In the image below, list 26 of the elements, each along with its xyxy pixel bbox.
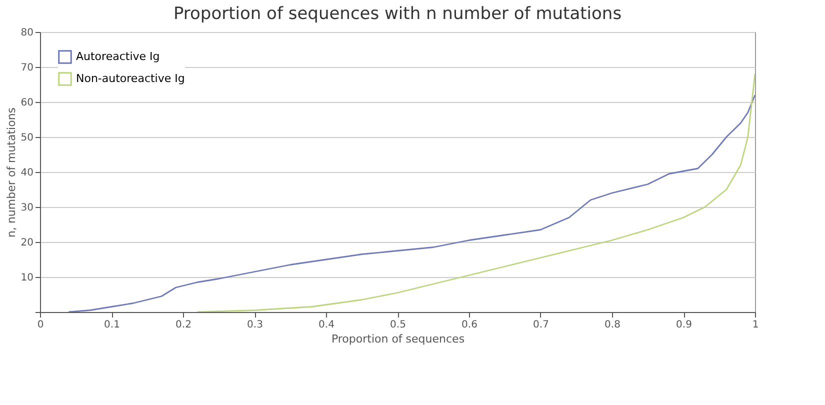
legend-label: Autoreactive Ig bbox=[76, 50, 160, 63]
y-tick-label: 80 bbox=[20, 28, 34, 38]
x-tick-label: 0 bbox=[37, 320, 44, 330]
x-tick-label: 0.4 bbox=[318, 320, 334, 330]
line-series bbox=[68, 94, 755, 312]
x-tick-label: 0.8 bbox=[604, 320, 620, 330]
y-tick-label: 60 bbox=[20, 98, 34, 108]
x-tick-label: 0.6 bbox=[462, 320, 478, 330]
x-axis-title: Proportion of sequences bbox=[331, 332, 465, 346]
x-tick-label: 0.3 bbox=[247, 320, 263, 330]
x-tick-label: 0.2 bbox=[176, 320, 192, 330]
x-tick-label: 0.7 bbox=[533, 320, 549, 330]
y-tick-label: 20 bbox=[20, 238, 34, 248]
x-tick-label: 1 bbox=[752, 320, 759, 330]
x-tick-label: 0.1 bbox=[104, 320, 120, 330]
legend-label: Non-autoreactive Ig bbox=[76, 72, 185, 85]
y-axis-title: n, number of mutations bbox=[4, 107, 18, 238]
x-tick-label: 0.5 bbox=[390, 320, 406, 330]
y-tick-label: 50 bbox=[20, 132, 34, 144]
x-tick-label: 0.9 bbox=[676, 320, 692, 330]
y-tick-label: 30 bbox=[20, 202, 34, 214]
y-tick-label: 70 bbox=[20, 62, 34, 74]
y-tick-label: 40 bbox=[20, 168, 34, 178]
y-tick-label: 10 bbox=[20, 272, 34, 284]
line-series bbox=[196, 73, 755, 312]
chart-title: Proportion of sequences with n number of mutations bbox=[173, 4, 622, 24]
